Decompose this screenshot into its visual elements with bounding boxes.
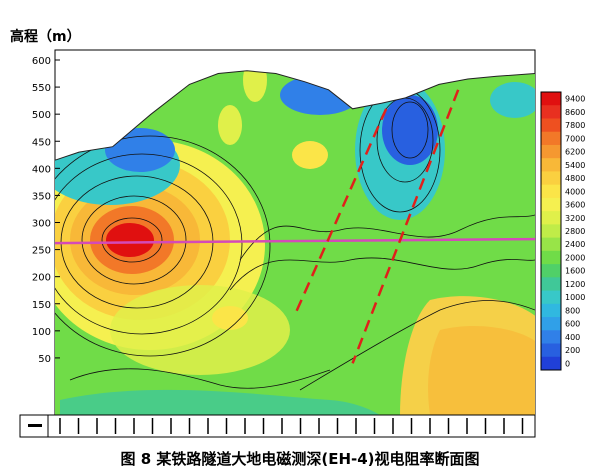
fault-line-2 (351, 89, 460, 364)
colorbar-swatch-16 (541, 290, 561, 305)
y-tick-label-500: 500 (32, 110, 51, 121)
colorbar-label-0: 0 (565, 359, 570, 368)
y-tick-label-450: 450 (32, 137, 51, 148)
colorbar-swatch-5 (541, 144, 561, 159)
top-yellow-3 (243, 70, 267, 102)
y-tick-label-550: 550 (32, 83, 51, 94)
colorbar-label-5400: 5400 (565, 161, 585, 170)
colorbar-label-1200: 1200 (565, 280, 585, 289)
contour-0 (101, 217, 163, 263)
colorbar-swatch-10 (541, 211, 561, 225)
colorbar-label-1000: 1000 (565, 293, 585, 302)
y-axis-title: 高程（m） (10, 29, 81, 45)
y-tick-label-600: 600 (32, 56, 51, 67)
colorbar-swatch-11 (541, 224, 561, 239)
colorbar-label-2000: 2000 (565, 253, 585, 262)
figure-caption: 图 8 某铁路隧道大地电磁测深(EH-4)视电阻率断面图 (120, 450, 480, 468)
overlays (54, 70, 536, 364)
contour-4 (55, 135, 271, 357)
colorbar-label-7800: 7800 (565, 121, 585, 130)
bottom-cyan (60, 389, 380, 415)
contour-low (69, 368, 331, 389)
colorbar-swatch-4 (541, 131, 561, 146)
y-tick-label-300: 300 (32, 219, 51, 230)
colorbar-swatch-19 (541, 330, 561, 345)
top-yellow-2 (218, 105, 242, 145)
y-tick-label-350: 350 (32, 191, 51, 202)
colorbar-swatch-15 (541, 277, 561, 292)
y-tick-label-200: 200 (32, 273, 51, 284)
colorbar-swatch-1 (541, 92, 561, 106)
contour-mid-3 (299, 300, 535, 391)
contour-mid-1 (239, 214, 535, 261)
colorbar-label-600: 600 (565, 320, 580, 329)
colorbar: 9400860078007000620054004800400036003200… (540, 91, 585, 371)
colorbar-label-2800: 2800 (565, 227, 585, 236)
top-yellow (292, 141, 328, 169)
colorbar-swatch-9 (541, 197, 561, 212)
strip-frame (19, 414, 536, 438)
colorbar-label-7000: 7000 (565, 134, 585, 143)
colorbar-label-8600: 8600 (565, 108, 585, 117)
colorbar-swatch-21 (541, 356, 561, 371)
colorbar-label-800: 800 (565, 306, 580, 315)
colorbar-label-4800: 4800 (565, 174, 585, 183)
colorbar-label-400: 400 (565, 333, 580, 342)
strip-marker (28, 424, 42, 427)
cold-right-core (382, 95, 438, 165)
colorbar-label-6200: 6200 (565, 148, 585, 157)
colorbar-frame (540, 91, 562, 371)
colorbar-swatch-2 (541, 105, 561, 119)
colorbar-swatch-3 (541, 118, 561, 133)
colorbar-label-4000: 4000 (565, 187, 585, 196)
lower-yellow-core (212, 306, 248, 330)
colorbar-swatch-7 (541, 171, 561, 186)
anomaly-red (106, 223, 154, 257)
colorbar-swatch-20 (541, 343, 561, 358)
contour-cold-2 (391, 101, 429, 159)
y-axis: 600 550 500 450 400 350 300 250 200 150 100 50 (32, 56, 60, 365)
colorbar-label-200: 200 (565, 346, 580, 355)
colorbar-swatch-14 (541, 264, 561, 278)
colorbar-label-3600: 3600 (565, 201, 585, 210)
colorbar-swatch-17 (541, 303, 561, 318)
colorbar-label-9400: 9400 (565, 95, 585, 104)
colorbar-swatch-13 (541, 250, 561, 265)
contour-3 (55, 153, 243, 335)
colorbar-label-3200: 3200 (565, 214, 585, 223)
colorbar-label-1600: 1600 (565, 267, 585, 276)
y-tick-label-250: 250 (32, 246, 51, 257)
terrain-outline (54, 70, 536, 161)
y-tick-label-400: 400 (32, 164, 51, 175)
y-tick-label-100: 100 (32, 327, 51, 338)
colorbar-swatch-12 (541, 237, 561, 252)
colorbar-swatch-18 (541, 317, 561, 331)
contour-1 (81, 195, 187, 285)
y-tick-label-50: 50 (38, 354, 51, 365)
warm-zone-core (428, 325, 535, 415)
colorbar-label-2400: 2400 (565, 240, 585, 249)
station-strip (19, 414, 536, 438)
colorbar-swatch-8 (541, 184, 561, 199)
cold-far-right (490, 82, 535, 118)
y-tick-label-150: 150 (32, 300, 51, 311)
tunnel-line (54, 237, 536, 245)
colorbar-swatch-6 (541, 158, 561, 172)
lower-yellow (110, 285, 290, 375)
